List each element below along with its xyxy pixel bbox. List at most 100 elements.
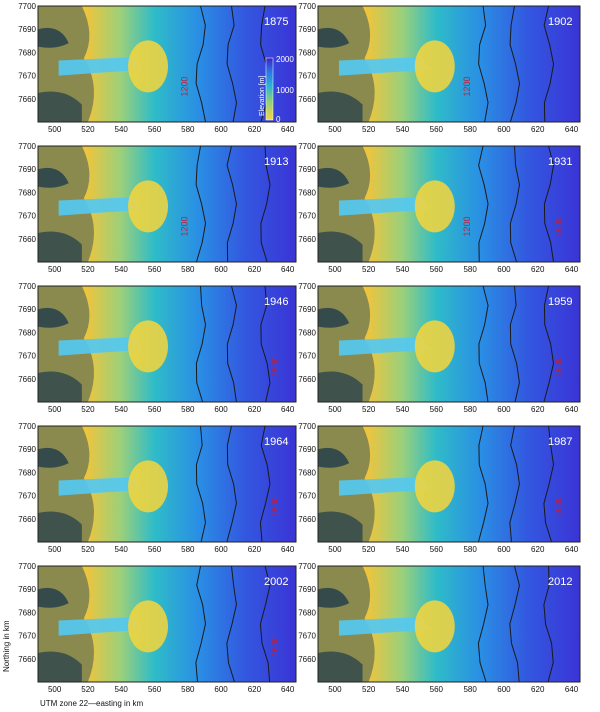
glacier-front-zone [128,460,169,513]
elevation-contour [543,6,555,122]
y-tick-label: 7690 [298,445,316,454]
y-tick-label: 7680 [18,188,36,197]
elevation-contour [195,286,207,402]
panel-year-label: 1913 [264,156,288,168]
y-tick-label: 7670 [298,492,316,501]
elevation-contour [478,286,489,402]
elevation-contour [195,426,206,542]
y-tick-label: 7670 [18,352,36,361]
glacier-front-zone [414,180,455,233]
x-tick-label: 500 [48,405,62,414]
panel-frame [317,565,581,683]
glacier-front-zone [128,320,169,373]
panel-frame [317,5,581,123]
dark-water [318,587,350,608]
x-tick-label: 600 [497,545,511,554]
dark-water [38,231,82,262]
x-tick-label: 600 [497,125,511,134]
elevation-contour [509,146,521,262]
fjord-band [338,337,429,356]
dark-water [38,651,82,682]
elevation-contour [478,6,489,122]
panel-frame [37,565,297,683]
dark-water [318,371,363,402]
panel-frame [37,285,297,403]
x-tick-label: 520 [362,265,376,274]
contour-label: 1600 [554,216,564,236]
x-tick-label: 540 [396,545,410,554]
x-tick-label: 500 [328,685,342,694]
fjord-band [338,477,429,496]
elevation-contour [226,426,237,542]
x-tick-label: 540 [115,125,129,134]
y-tick-label: 7700 [298,142,316,151]
x-tick-label: 620 [531,125,545,134]
y-tick-label: 7690 [18,25,36,34]
glacier-front-zone [128,40,169,93]
dark-water [38,511,82,542]
y-tick-label: 7670 [18,492,36,501]
y-tick-label: 7660 [18,655,36,664]
y-tick-label: 7660 [298,235,316,244]
map-panel-1875: 1200 1875 500 520 540 560 580 600 620 640 7700 7690… [18,2,297,134]
x-tick-label: 500 [48,125,62,134]
x-tick-label: 560 [430,545,444,554]
y-tick-label: 7700 [298,282,316,291]
panel-frame [317,425,581,543]
map-panel-1946: 1600 1946 500 520 540 560 580 600 620 640 7700 7690… [18,282,297,414]
y-tick-label: 7660 [18,95,36,104]
x-tick-label: 540 [115,685,129,694]
x-tick-label: 580 [463,265,477,274]
y-tick-label: 7690 [298,585,316,594]
x-tick-label: 560 [430,405,444,414]
y-tick-label: 7690 [18,445,36,454]
x-tick-label: 620 [531,265,545,274]
panel-year-label: 1931 [548,156,572,168]
elevation-contour [543,426,555,542]
x-tick-label: 500 [48,265,62,274]
x-tick-label: 580 [463,545,477,554]
map-panel-1959: 1600 1959 500 520 540 560 580 600 620 640 7700 7690… [298,282,581,414]
x-tick-label: 540 [396,405,410,414]
dark-water [38,27,69,48]
x-tick-label: 520 [81,125,95,134]
panel-year-label: 1959 [548,296,572,308]
x-tick-label: 640 [565,125,579,134]
elevation-contour [543,286,555,402]
y-tick-label: 7700 [18,422,36,431]
dark-water [318,27,350,48]
contour-label: 1200 [180,76,190,96]
y-tick-label: 7700 [18,142,36,151]
x-tick-label: 620 [248,685,262,694]
y-tick-label: 7660 [18,375,36,384]
x-tick-label: 640 [565,545,579,554]
x-tick-label: 600 [497,265,511,274]
x-tick-label: 620 [248,545,262,554]
panel-year-label: 2002 [264,576,288,588]
y-tick-label: 7690 [298,165,316,174]
elevation-contour [259,566,271,682]
x-tick-label: 640 [281,265,295,274]
x-tick-label: 500 [48,685,62,694]
elevation-contour [195,146,207,262]
elevation-contour [260,146,271,262]
x-tick-label: 600 [214,265,228,274]
x-tick-label: 520 [362,685,376,694]
x-tick-label: 560 [430,685,444,694]
y-tick-label: 7660 [298,515,316,524]
glacier-front-zone [414,320,455,373]
elevation-contour [260,286,271,402]
panel-frame [317,285,581,403]
y-tick-label: 7670 [18,212,36,221]
y-tick-label: 7690 [18,305,36,314]
x-tick-label: 640 [565,265,579,274]
y-tick-label: 7660 [18,515,36,524]
colorbar-tick: 2000 [276,55,294,64]
x-tick-label: 600 [497,685,511,694]
y-tick-label: 7670 [298,632,316,641]
x-tick-label: 560 [430,265,444,274]
x-tick-label: 540 [115,405,129,414]
panel-year-label: 1875 [264,16,288,28]
x-tick-label: 600 [214,125,228,134]
